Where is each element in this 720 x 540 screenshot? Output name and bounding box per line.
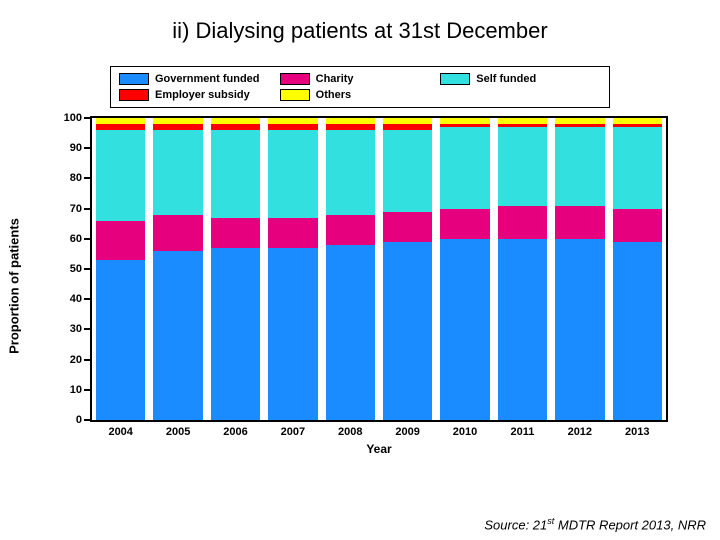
bar-segment [498,239,547,420]
bar: 2007 [268,118,317,420]
x-tick-label: 2005 [166,426,190,438]
bar-segment [153,215,202,251]
bar-segment [153,251,202,420]
bar-segment [440,127,489,209]
bar: 2006 [211,118,260,420]
bar: 2004 [96,118,145,420]
bar-segment [268,248,317,420]
y-tick-label: 0 [76,414,92,426]
bar: 2008 [326,118,375,420]
bar: 2005 [153,118,202,420]
source-citation: Source: 21st MDTR Report 2013, NRR [484,516,706,532]
legend-label: Self funded [476,73,536,85]
legend-label: Employer subsidy [155,89,250,101]
bar: 2011 [498,118,547,420]
bar-segment [326,215,375,245]
bar-segment [383,130,432,212]
legend-label: Others [316,89,351,101]
bar-segment [96,221,145,260]
bar-segment [498,206,547,239]
y-tick-label: 60 [70,233,92,245]
legend-item: Employer subsidy [119,87,280,103]
y-tick-label: 70 [70,203,92,215]
bars-container: 2004200520062007200820092010201120122013 [92,118,666,420]
x-tick-label: 2013 [625,426,649,438]
x-tick-label: 2006 [223,426,247,438]
bar-segment [326,245,375,420]
legend-item: Government funded [119,71,280,87]
y-axis-label: Proportion of patients [7,218,22,354]
plot-area: 2004200520062007200820092010201120122013… [90,116,668,422]
legend-swatch [119,73,149,85]
bar-segment [96,130,145,221]
source-prefix: Source: 21 [484,517,547,532]
x-tick-label: 2012 [568,426,592,438]
x-tick-label: 2010 [453,426,477,438]
y-tick-label: 20 [70,354,92,366]
bar-segment [268,218,317,248]
bar-segment [211,130,260,218]
bar-segment [613,209,662,242]
bar: 2013 [613,118,662,420]
bar-segment [613,127,662,209]
y-tick-label: 30 [70,323,92,335]
legend: Government funded Charity Self funded Emplo… [110,66,610,108]
y-tick-label: 40 [70,293,92,305]
bar-segment [268,130,317,218]
legend-item: Others [280,87,441,103]
x-axis-label: Year [90,442,668,456]
source-suffix: MDTR Report 2013, NRR [554,517,706,532]
bar-segment [96,260,145,420]
y-tick-label: 100 [64,112,92,124]
legend-swatch [280,89,310,101]
legend-label: Charity [316,73,354,85]
bar-segment [440,239,489,420]
legend-swatch [440,73,470,85]
legend-label: Government funded [155,73,260,85]
bar-segment [326,130,375,215]
chart-title: ii) Dialysing patients at 31st December [0,0,720,44]
bar: 2012 [555,118,604,420]
y-tick-label: 90 [70,142,92,154]
bar-segment [613,242,662,420]
x-tick-label: 2004 [108,426,132,438]
bar: 2009 [383,118,432,420]
chart-area: Proportion of patients 20042005200620072… [48,116,688,456]
bar-segment [211,218,260,248]
legend-item: Self funded [440,71,601,87]
x-tick-label: 2011 [510,426,534,438]
y-tick-label: 10 [70,384,92,396]
legend-swatch [280,73,310,85]
x-tick-label: 2007 [281,426,305,438]
bar-segment [153,130,202,215]
bar-segment [440,209,489,239]
x-tick-label: 2009 [395,426,419,438]
x-tick-label: 2008 [338,426,362,438]
bar-segment [211,248,260,420]
y-tick-label: 50 [70,263,92,275]
legend-item: Charity [280,71,441,87]
bar-segment [383,242,432,420]
bar-segment [555,206,604,239]
bar-segment [498,127,547,206]
bar: 2010 [440,118,489,420]
bar-segment [555,127,604,206]
y-tick-label: 80 [70,172,92,184]
bar-segment [555,239,604,420]
legend-swatch [119,89,149,101]
bar-segment [383,212,432,242]
